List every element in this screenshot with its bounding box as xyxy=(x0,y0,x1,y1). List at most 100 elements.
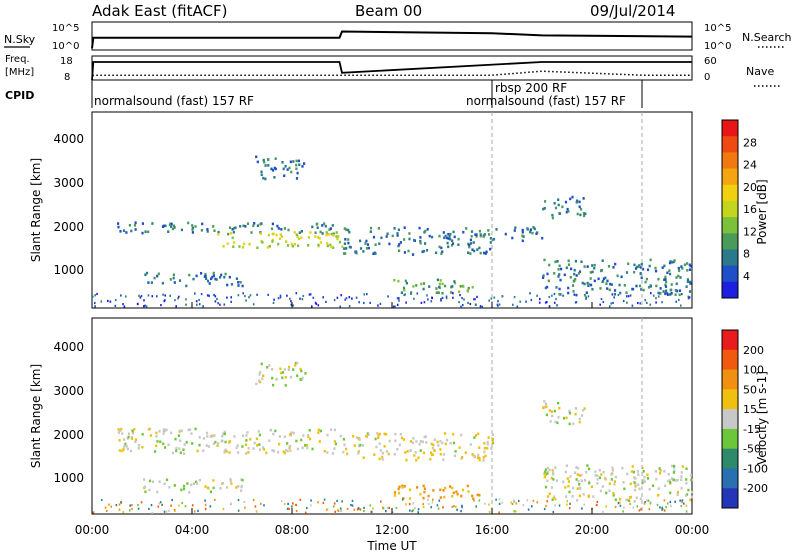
data-cell xyxy=(224,272,227,276)
data-cell xyxy=(252,447,255,450)
data-cell xyxy=(685,478,688,481)
data-cell xyxy=(235,277,238,280)
power-colorbar-tick: 16 xyxy=(743,203,757,216)
data-cell xyxy=(267,158,270,161)
data-cell xyxy=(314,231,317,235)
data-cell xyxy=(141,445,144,449)
data-cell xyxy=(596,500,599,504)
data-cell xyxy=(430,451,433,454)
data-cell xyxy=(127,432,131,436)
data-cell xyxy=(257,379,261,383)
data-cell xyxy=(593,266,596,270)
data-cell xyxy=(424,435,427,438)
data-cell xyxy=(363,506,365,509)
data-cell xyxy=(245,434,248,437)
data-cell xyxy=(484,454,487,458)
data-cell xyxy=(292,160,295,163)
data-cell xyxy=(170,225,173,228)
data-cell xyxy=(148,479,152,483)
data-cell xyxy=(666,293,669,296)
data-cell xyxy=(546,470,549,474)
data-cell xyxy=(420,301,423,304)
data-cell xyxy=(602,470,605,474)
data-cell xyxy=(256,224,259,227)
data-cell xyxy=(541,236,544,240)
data-cell xyxy=(238,245,241,248)
data-cell xyxy=(483,446,486,450)
data-cell xyxy=(433,449,436,452)
data-cell xyxy=(227,232,230,236)
data-cell xyxy=(470,235,473,238)
data-cell xyxy=(290,242,293,246)
data-cell xyxy=(438,282,441,286)
data-cell xyxy=(198,298,200,302)
data-cell xyxy=(288,507,290,510)
data-cell xyxy=(329,243,332,247)
data-cell xyxy=(627,262,630,266)
data-cell xyxy=(543,507,546,511)
data-cell xyxy=(665,506,667,509)
data-cell xyxy=(565,464,568,467)
data-cell xyxy=(626,301,628,304)
data-cell xyxy=(173,226,176,229)
data-cell xyxy=(418,442,421,446)
data-cell xyxy=(343,443,346,447)
data-cell xyxy=(451,495,454,498)
data-cell xyxy=(129,449,133,453)
data-cell xyxy=(539,297,541,301)
data-cell xyxy=(470,230,474,233)
data-cell xyxy=(237,451,240,454)
data-cell xyxy=(620,275,623,279)
data-cell xyxy=(131,504,133,507)
data-cell xyxy=(262,176,265,180)
data-cell xyxy=(644,299,646,302)
data-cell xyxy=(299,367,302,371)
data-cell xyxy=(347,228,350,232)
data-cell xyxy=(532,499,535,502)
data-cell xyxy=(686,262,689,265)
power-colorbar-swatch xyxy=(722,233,738,250)
data-cell xyxy=(192,482,195,485)
data-cell xyxy=(289,160,292,164)
cpid-label: CPID xyxy=(5,89,34,102)
data-cell xyxy=(679,276,682,279)
data-cell xyxy=(634,485,637,488)
data-cell xyxy=(423,301,426,304)
data-cell xyxy=(170,431,173,435)
data-cell xyxy=(607,265,611,268)
data-cell xyxy=(553,301,556,304)
data-cell xyxy=(223,275,226,279)
data-cell xyxy=(271,240,274,243)
data-cell xyxy=(422,451,426,455)
time-tick-1: 04:00 xyxy=(175,523,210,537)
data-cell xyxy=(234,226,237,229)
data-cell xyxy=(591,264,594,267)
data-cell xyxy=(336,296,339,299)
data-cell xyxy=(295,509,298,513)
data-cell xyxy=(422,249,425,253)
power-ytick-2000: 2000 xyxy=(53,220,84,234)
data-cell xyxy=(230,231,233,235)
data-cell xyxy=(690,478,693,482)
data-cell xyxy=(636,265,639,269)
data-cell xyxy=(627,295,630,298)
data-cell xyxy=(248,296,250,299)
data-cell xyxy=(616,274,619,278)
data-cell xyxy=(602,510,604,513)
data-cell xyxy=(644,501,646,504)
data-cell xyxy=(654,266,657,270)
data-cell xyxy=(233,435,236,438)
data-cell xyxy=(588,481,591,485)
data-cell xyxy=(276,224,279,228)
data-cell xyxy=(409,449,412,453)
data-cell xyxy=(677,266,680,270)
data-cell xyxy=(330,232,333,236)
data-cell xyxy=(680,265,683,268)
data-cell xyxy=(543,207,546,210)
data-cell xyxy=(344,298,346,301)
data-cell xyxy=(205,444,208,447)
data-cell xyxy=(652,294,655,297)
data-cell xyxy=(688,263,691,267)
velocity-colorbar-tick: 200 xyxy=(743,344,764,357)
